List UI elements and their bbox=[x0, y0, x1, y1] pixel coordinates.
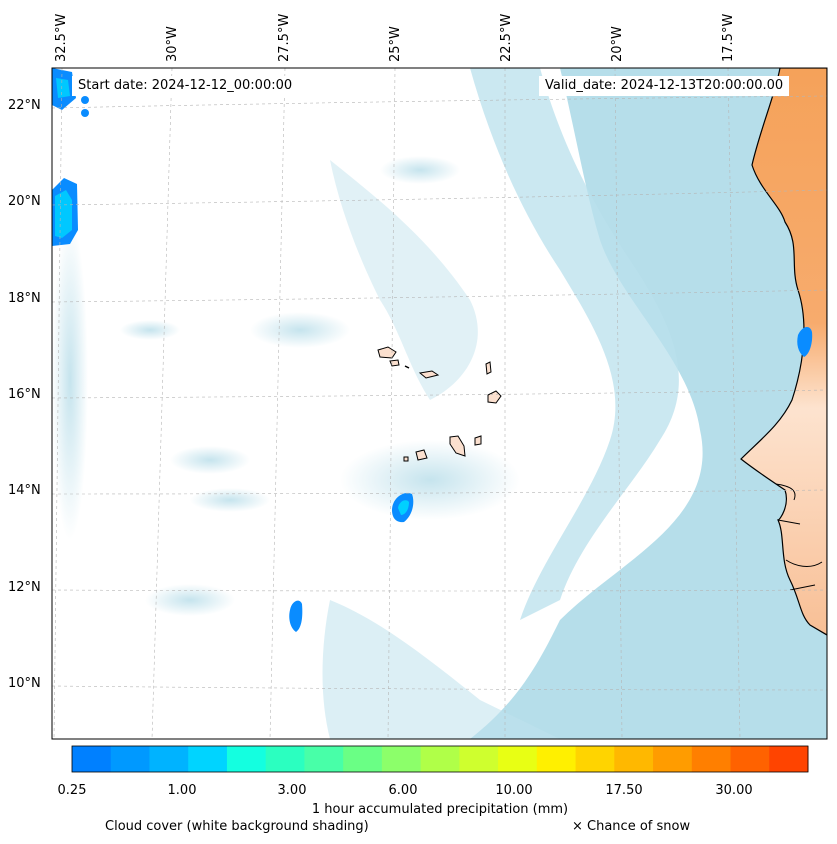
lon-tick-label: 30°W bbox=[165, 26, 180, 62]
colorbar-cell bbox=[420, 746, 460, 772]
colorbar-cell bbox=[691, 746, 732, 772]
island-sao-vicente bbox=[389, 359, 400, 367]
lat-tick-label: 18°N bbox=[8, 291, 41, 306]
colorbar bbox=[72, 746, 809, 772]
valid-date-label: Valid_date: 2024-12-13T20:00:00.00 bbox=[539, 76, 790, 96]
lon-tick-label: 20°W bbox=[610, 26, 625, 62]
island-sal bbox=[485, 361, 492, 375]
precip-patch bbox=[797, 326, 813, 357]
map-area bbox=[52, 68, 827, 739]
colorbar-cell bbox=[149, 746, 189, 772]
island-santiago bbox=[449, 435, 466, 457]
island-santa-luzia bbox=[404, 365, 410, 369]
precip-patch bbox=[81, 109, 89, 117]
lon-tick-label: 32.5°W bbox=[54, 13, 69, 62]
colorbar-cell bbox=[304, 746, 344, 772]
cloud-patch bbox=[120, 320, 180, 340]
lon-tick-label: 27.5°W bbox=[277, 13, 292, 62]
lat-tick-label: 22°N bbox=[8, 98, 41, 113]
island-brava bbox=[403, 456, 409, 462]
cloud-patch bbox=[170, 446, 250, 474]
colorbar-cell bbox=[226, 746, 267, 772]
lat-tick-label: 12°N bbox=[8, 580, 41, 595]
cloud-patch bbox=[145, 584, 235, 616]
lat-tick-label: 10°N bbox=[8, 676, 41, 691]
colorbar-tick-label: 1.00 bbox=[167, 783, 197, 798]
lat-tick-label: 16°N bbox=[8, 387, 41, 402]
colorbar-cell bbox=[343, 746, 383, 772]
colorbar-cell bbox=[265, 746, 305, 772]
colorbar-cell bbox=[188, 746, 228, 772]
precip-patch-inner bbox=[398, 500, 409, 515]
cloud-patch bbox=[52, 220, 88, 540]
colorbar-cell bbox=[575, 746, 615, 772]
snow-note: × Chance of snow bbox=[572, 819, 691, 834]
cloud-patch bbox=[340, 440, 520, 520]
precip-patch-inner bbox=[56, 78, 70, 98]
cloud-patch bbox=[380, 156, 460, 184]
colorbar-tick-label: 10.00 bbox=[495, 783, 533, 798]
colorbar-cell bbox=[536, 746, 577, 772]
plot-frame bbox=[51, 67, 828, 740]
gridlines bbox=[52, 68, 827, 739]
colorbar-cell bbox=[653, 746, 693, 772]
coastline-inland bbox=[775, 483, 823, 591]
island-maio bbox=[474, 435, 482, 446]
colorbar-tick-label: 0.25 bbox=[57, 783, 87, 798]
lon-tick-label: 25°W bbox=[388, 26, 403, 62]
colorbar-tick-label: 17.50 bbox=[605, 783, 643, 798]
lon-tick-label: 22.5°W bbox=[499, 13, 514, 62]
cloud-streaks bbox=[330, 160, 478, 400]
cloud-band-east bbox=[470, 68, 827, 739]
land-africa bbox=[740, 68, 827, 636]
precip-patch-inner bbox=[55, 190, 72, 238]
precip-patch bbox=[289, 600, 303, 632]
island-sao-nicolau bbox=[418, 370, 440, 379]
colorbar-cell bbox=[110, 746, 150, 772]
colorbar-tick-label: 30.00 bbox=[715, 783, 753, 798]
precip-patch bbox=[81, 96, 89, 104]
cloud-band-diagonal bbox=[470, 68, 679, 620]
lon-tick-label: 17.5°W bbox=[721, 13, 736, 62]
cloud-cover-note: Cloud cover (white background shading) bbox=[105, 819, 369, 834]
colorbar-cell bbox=[459, 746, 499, 772]
colorbar-cell bbox=[730, 746, 770, 772]
colorbar-tick-label: 3.00 bbox=[277, 783, 307, 798]
island-fogo bbox=[415, 449, 428, 461]
cloud-patch bbox=[190, 488, 270, 512]
colorbar-cell bbox=[614, 746, 654, 772]
start-date-label: Start date: 2024-12-12_00:00:00 bbox=[72, 76, 299, 96]
cloud-band-south bbox=[322, 600, 560, 739]
colorbar-cell bbox=[72, 746, 112, 772]
island-boa-vista bbox=[487, 390, 502, 404]
colorbar-tick-label: 6.00 bbox=[388, 783, 418, 798]
colorbar-frame bbox=[71, 745, 809, 773]
colorbar-title: 1 hour accumulated precipitation (mm) bbox=[311, 802, 569, 817]
colorbar-cell bbox=[498, 746, 538, 772]
island-santo-antao bbox=[377, 346, 397, 359]
lat-tick-label: 14°N bbox=[8, 483, 41, 498]
colorbar-cell bbox=[381, 746, 422, 772]
lat-tick-label: 20°N bbox=[8, 194, 41, 209]
colorbar-cell bbox=[769, 746, 809, 772]
cloud-patch bbox=[250, 312, 350, 348]
